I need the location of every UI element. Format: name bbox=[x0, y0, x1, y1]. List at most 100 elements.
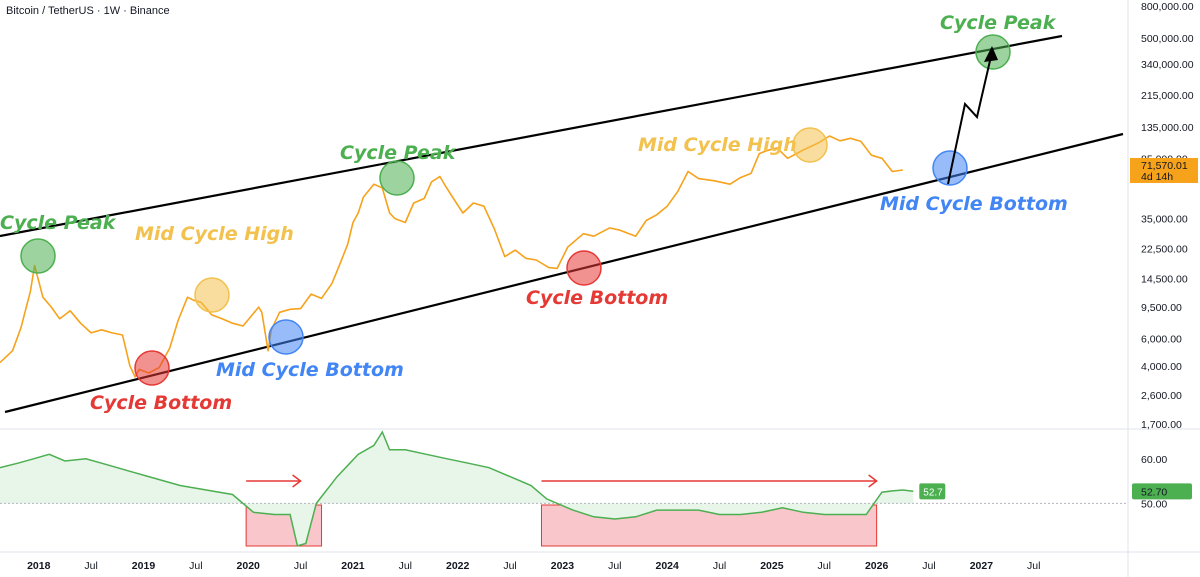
price-axis-tick: 1,700.00 bbox=[1141, 419, 1182, 431]
indicator-point bbox=[49, 454, 50, 455]
price-axis-tick: 14,500.00 bbox=[1141, 273, 1188, 285]
indicator-point bbox=[274, 514, 275, 515]
price-axis-tick: 6,000.00 bbox=[1141, 333, 1182, 345]
indicator-point bbox=[866, 514, 867, 515]
indicator-line bbox=[0, 430, 914, 547]
marker-circle bbox=[566, 250, 602, 286]
indicator-point bbox=[117, 467, 118, 468]
time-axis-tick: Jul bbox=[189, 560, 202, 572]
price-point bbox=[12, 350, 13, 351]
price-point bbox=[279, 312, 280, 313]
price-point bbox=[646, 220, 647, 221]
indicator-point bbox=[489, 467, 490, 468]
price-point bbox=[80, 323, 81, 324]
price-axis-tick: 9,500.00 bbox=[1141, 302, 1182, 314]
indicator-point bbox=[902, 489, 903, 490]
indicator-point bbox=[656, 509, 657, 510]
price-point bbox=[548, 267, 549, 268]
price-point bbox=[483, 206, 484, 207]
price-point bbox=[635, 236, 636, 237]
time-axis-tick: Jul bbox=[399, 560, 412, 572]
marker-circle bbox=[932, 150, 968, 186]
price-point bbox=[839, 140, 840, 141]
price-point bbox=[829, 135, 830, 136]
indicator-tag-value: 52.70 bbox=[1141, 486, 1167, 498]
price-tag-value: 71,570.01 bbox=[1141, 160, 1188, 172]
price-point bbox=[619, 230, 620, 231]
time-axis-tick: Jul bbox=[713, 560, 726, 572]
price-point bbox=[445, 185, 446, 186]
price-point bbox=[91, 332, 92, 333]
indicator-point bbox=[761, 512, 762, 513]
indicator-point bbox=[782, 507, 783, 508]
indicator-last-value: 52.7 bbox=[923, 487, 943, 498]
chart-title: Bitcoin / TetherUS · 1W · Binance bbox=[6, 5, 170, 17]
time-axis-tick: 2026 bbox=[865, 560, 889, 572]
price-point bbox=[20, 327, 21, 328]
price-point bbox=[290, 309, 291, 310]
price-point bbox=[122, 334, 123, 335]
price-point bbox=[525, 258, 526, 259]
price-point bbox=[42, 297, 43, 298]
price-point bbox=[187, 297, 188, 298]
price-point bbox=[593, 236, 594, 237]
indicator-axis-tick: 60.00 bbox=[1141, 454, 1167, 466]
indicator-point bbox=[803, 512, 804, 513]
indicator-point bbox=[892, 490, 893, 491]
price-point bbox=[860, 141, 861, 142]
price-point bbox=[557, 268, 558, 269]
price-point bbox=[740, 177, 741, 178]
indicator-point bbox=[530, 485, 531, 486]
marker-circle bbox=[194, 277, 230, 313]
marker-circle bbox=[379, 160, 415, 196]
indicator-point bbox=[290, 514, 291, 515]
price-point bbox=[750, 173, 751, 174]
price-point bbox=[268, 350, 269, 351]
indicator-point bbox=[614, 518, 615, 519]
price-axis-tick: 340,000.00 bbox=[1141, 59, 1194, 71]
time-axis-tick: 2020 bbox=[237, 560, 261, 572]
price-point bbox=[221, 318, 222, 319]
price-point bbox=[787, 158, 788, 159]
price-point bbox=[583, 233, 584, 234]
indicator-point bbox=[132, 472, 133, 473]
price-point bbox=[656, 214, 657, 215]
indicator-point bbox=[698, 509, 699, 510]
price-axis-tick: 800,000.00 bbox=[1141, 1, 1194, 13]
time-axis-tick: 2019 bbox=[132, 560, 156, 572]
projection-path bbox=[947, 51, 993, 185]
price-point bbox=[339, 265, 340, 266]
price-point bbox=[358, 212, 359, 213]
price-point bbox=[452, 196, 453, 197]
price-point bbox=[462, 212, 463, 213]
time-axis-tick: Jul bbox=[294, 560, 307, 572]
time-axis-tick: Jul bbox=[922, 560, 935, 572]
price-point bbox=[473, 202, 474, 203]
indicator-point bbox=[572, 509, 573, 510]
price-tag bbox=[1130, 157, 1198, 183]
indicator-point bbox=[719, 514, 720, 515]
time-axis-tick: 2024 bbox=[655, 560, 679, 572]
price-point bbox=[310, 294, 311, 295]
price-axis-tick: 22,500.00 bbox=[1141, 244, 1188, 256]
indicator-point bbox=[740, 514, 741, 515]
trend-arrow-head bbox=[868, 474, 878, 488]
indicator-point bbox=[337, 476, 338, 477]
time-axis-tick: 2018 bbox=[27, 560, 51, 572]
price-point bbox=[677, 191, 678, 192]
indicator-point bbox=[180, 485, 181, 486]
price-point bbox=[413, 202, 414, 203]
price-point bbox=[363, 196, 364, 197]
indicator-point bbox=[101, 463, 102, 464]
marker-circle bbox=[20, 238, 56, 274]
price-point bbox=[405, 222, 406, 223]
annotation-label: Cycle Peak bbox=[340, 142, 457, 164]
price-point bbox=[729, 184, 730, 185]
price-point bbox=[111, 332, 112, 333]
price-point bbox=[300, 308, 301, 309]
price-point bbox=[850, 138, 851, 139]
indicator-point bbox=[509, 476, 510, 477]
price-point bbox=[688, 171, 689, 172]
time-axis-tick: 2022 bbox=[446, 560, 470, 572]
